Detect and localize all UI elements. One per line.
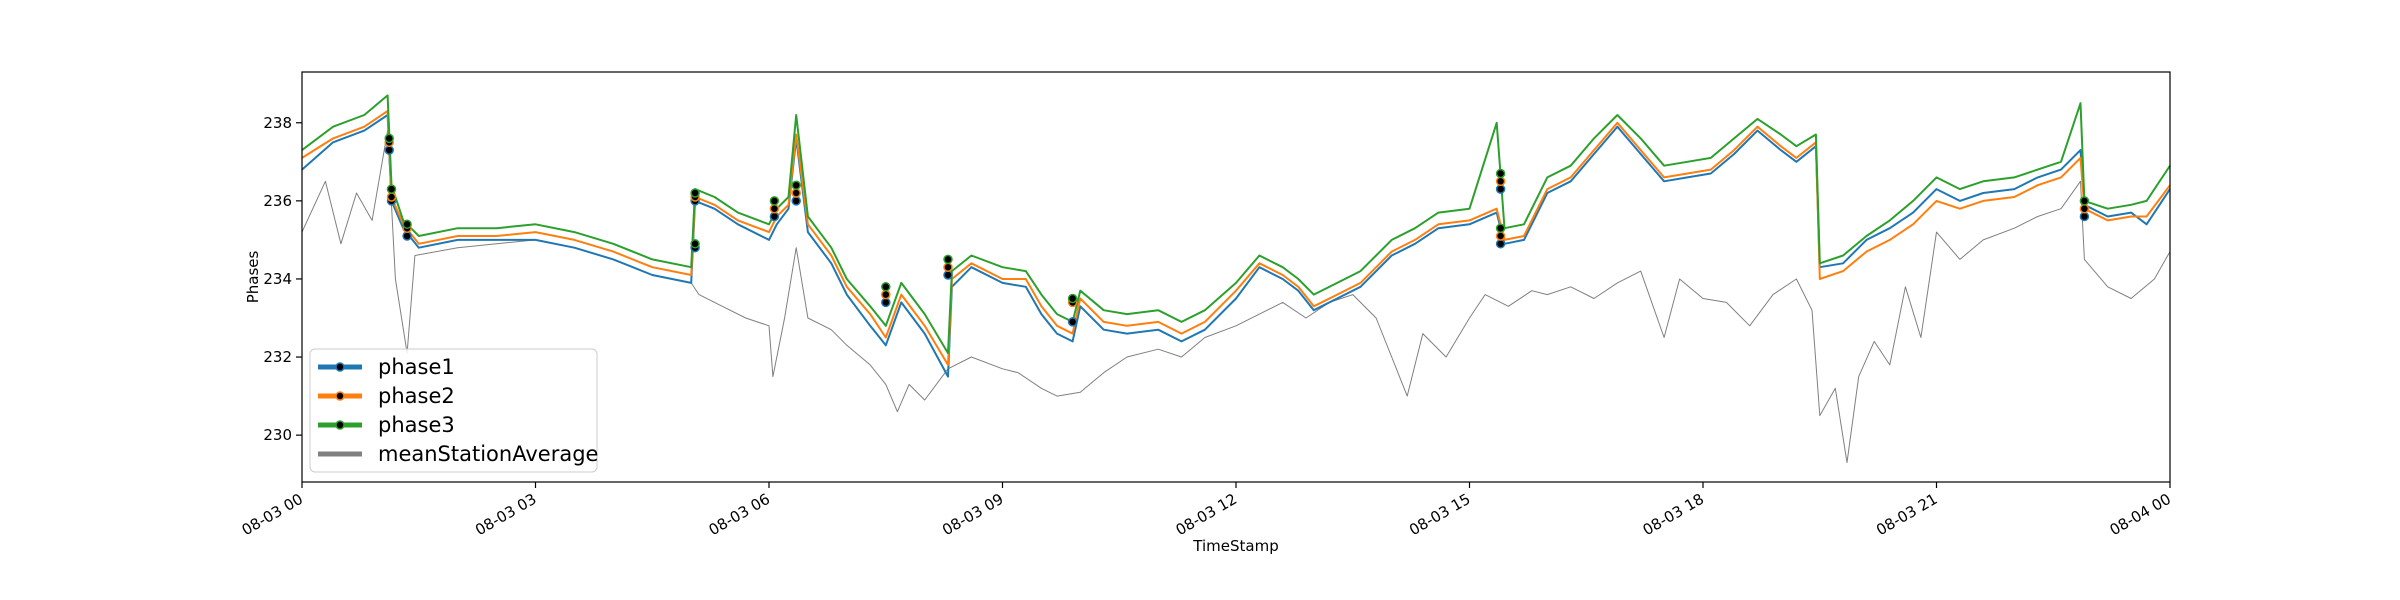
data-point-marker-phase2	[386, 192, 397, 202]
data-point-marker-phase2	[769, 203, 780, 214]
y-tick-label: 230	[263, 426, 292, 444]
data-point-marker-phase3	[2079, 196, 2090, 206]
y-axis: 230 232 234 236 238	[263, 114, 302, 444]
data-point-marker-phase3	[690, 239, 700, 249]
y-tick-label: 234	[263, 270, 292, 288]
legend-label-meanStationAverage: meanStationAverage	[378, 442, 598, 466]
data-point-marker-phase3	[402, 219, 412, 230]
y-tick-label: 236	[263, 192, 292, 210]
data-point-marker-phase3	[791, 180, 801, 190]
data-point-marker-phase3	[943, 254, 953, 265]
legend-label-phase1: phase1	[378, 355, 455, 379]
data-point-marker-phase2	[1495, 231, 1506, 241]
data-point-marker-phase2	[1495, 176, 1506, 187]
data-point-marker-phase3	[1067, 293, 1078, 304]
data-point-marker-phase1	[402, 231, 412, 241]
legend-marker-phase3	[335, 420, 345, 430]
y-tick-label: 238	[263, 114, 292, 132]
data-point-marker-phase1	[943, 270, 953, 280]
data-point-marker-phase3	[386, 184, 397, 194]
legend-box	[309, 348, 598, 473]
legend-marker-phase1	[335, 362, 345, 372]
data-point-marker-phase3	[769, 196, 780, 206]
data-point-marker-phase3	[384, 133, 394, 144]
y-axis-label: Phases	[244, 251, 262, 304]
data-point-marker-phase2	[943, 262, 953, 272]
data-point-marker-phase3	[1495, 168, 1506, 179]
x-axis-label: TimeStamp	[1192, 537, 1278, 555]
legend-label-phase3: phase3	[378, 413, 455, 437]
data-point-marker-phase1	[1067, 317, 1078, 327]
marker-layer	[384, 133, 2090, 327]
legend-label-phase2: phase2	[378, 384, 455, 408]
data-point-marker-phase1	[1495, 184, 1506, 194]
legend-marker-phase2	[335, 391, 345, 401]
data-point-marker-phase2	[881, 289, 891, 300]
y-tick-label: 232	[263, 348, 292, 366]
data-point-marker-phase1	[384, 145, 394, 155]
legend: phase1 phase2 phase3 meanStationAverage	[309, 348, 598, 473]
data-point-marker-phase2	[2079, 203, 2090, 214]
data-point-marker-phase1	[1495, 239, 1506, 249]
data-point-marker-phase3	[881, 282, 891, 292]
data-point-marker-phase3	[1495, 223, 1506, 233]
data-point-marker-phase1	[791, 196, 801, 206]
data-point-marker-phase1	[2079, 211, 2090, 222]
data-point-marker-phase3	[690, 188, 700, 198]
data-point-marker-phase2	[791, 188, 801, 198]
data-point-marker-phase1	[769, 211, 780, 222]
data-point-marker-phase1	[881, 297, 891, 308]
